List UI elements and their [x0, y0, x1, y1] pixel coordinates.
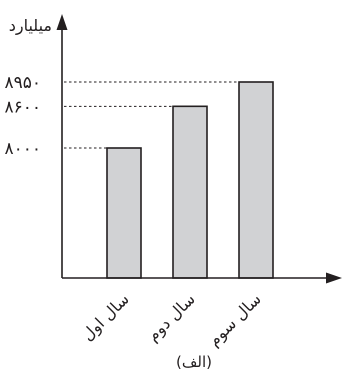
y-tick-label-1: ۸۰۰۰	[4, 139, 41, 159]
y-tick-label-2: ۸۶۰۰	[4, 97, 41, 117]
bars	[106, 81, 274, 279]
bar-2	[172, 105, 208, 279]
y-tick-label-3: ۸۹۵۰	[4, 73, 41, 93]
category-label-1: سال اول	[78, 289, 134, 345]
category-label-2: سال دوم	[143, 289, 199, 345]
bar-1	[106, 147, 142, 279]
x-axis-arrow	[326, 272, 342, 284]
bar-3	[238, 81, 274, 279]
category-label-3: سال سوم	[204, 289, 265, 350]
category-labels: سال اول سال دوم سال سوم	[78, 289, 266, 350]
figure-caption: (الف)	[176, 353, 212, 371]
y-axis-label: میلیارد	[9, 16, 52, 36]
guide-lines	[64, 81, 239, 149]
y-axis-arrow	[56, 14, 68, 30]
y-tick-labels: ۸۰۰۰ ۸۶۰۰ ۸۹۵۰	[4, 73, 41, 159]
